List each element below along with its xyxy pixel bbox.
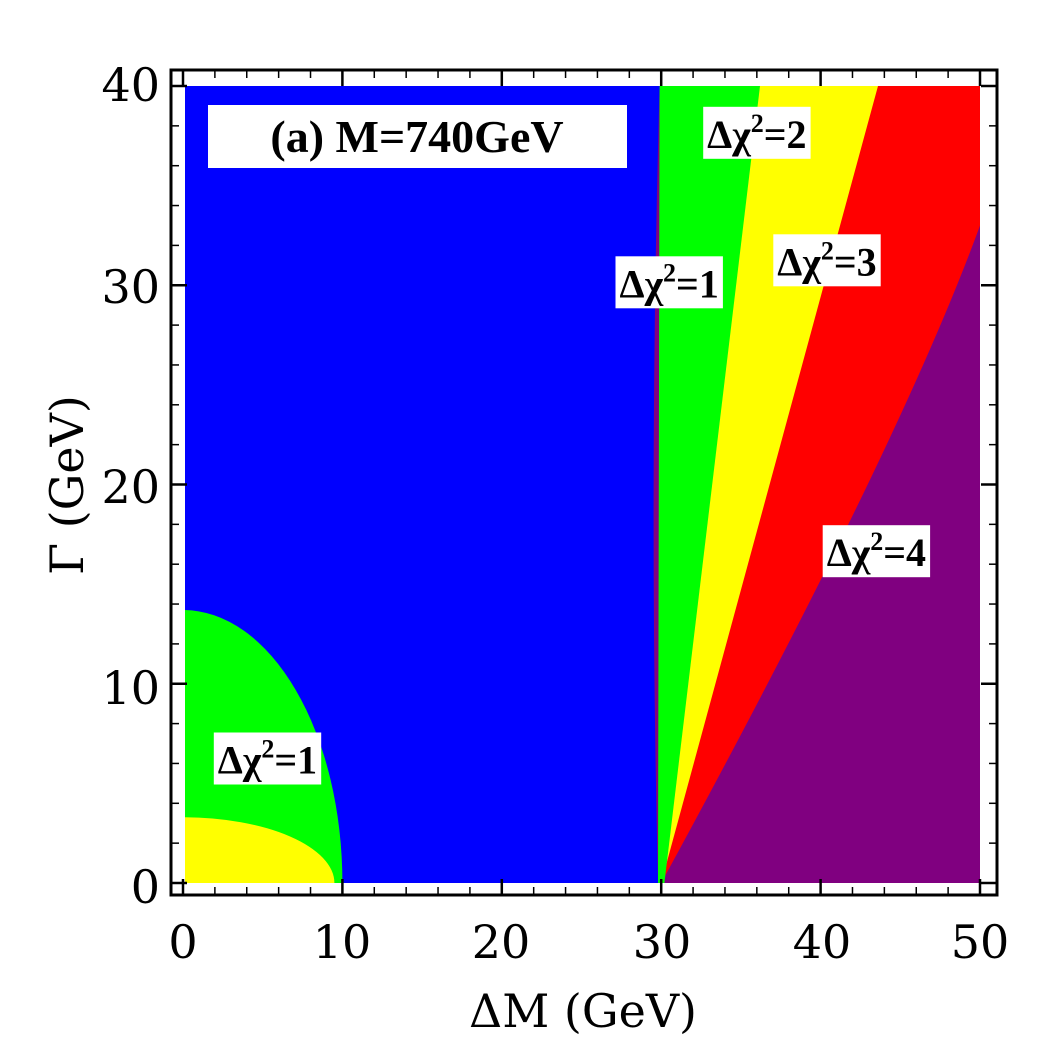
region-red	[661, 86, 980, 883]
contour-label-prefix: Δχ	[218, 737, 262, 782]
x-tick-label-20: 20	[472, 915, 531, 969]
contour-label-prefix: Δχ	[827, 530, 871, 575]
contour-label-suffix: =3	[834, 239, 877, 284]
contour-label-text: Δχ2=1	[218, 734, 317, 782]
y-tick-label-20: 20	[101, 460, 160, 514]
contour-label-prefix: Δχ	[619, 261, 663, 306]
contour-label-text: Δχ2=2	[707, 109, 806, 157]
contour-label-sup: 2	[821, 236, 834, 265]
contour-label-box	[615, 256, 723, 309]
contour-label-text: Δχ2=4	[827, 527, 926, 575]
x-tick-label-10: 10	[313, 915, 372, 969]
contour-label-prefix: Δχ	[707, 112, 751, 157]
contour-label-box	[822, 525, 931, 578]
y-axis-title: Γ (GeV)	[40, 395, 94, 575]
contour-label-text: Δχ2=3	[777, 236, 876, 284]
plot-frame	[169, 68, 999, 897]
y-tick-label-0: 0	[131, 860, 160, 914]
contour-label-sup: 2	[870, 527, 883, 556]
plot-title-box	[208, 105, 627, 168]
contour-label-box	[703, 106, 811, 159]
plot-title: (a) M=740GeV	[270, 111, 563, 162]
axis-ticks	[171, 70, 997, 895]
contour-label-sup: 2	[261, 734, 274, 763]
contour-label-3: Δχ2=4	[822, 525, 931, 578]
x-tick-label-30: 30	[633, 915, 692, 969]
contour-label-suffix: =4	[883, 530, 926, 575]
x-tick-label-50: 50	[951, 915, 1010, 969]
contour-regions	[185, 86, 980, 883]
x-tick-label-40: 40	[793, 915, 852, 969]
contour-label-suffix: =2	[764, 112, 807, 157]
contour-label-sup: 2	[663, 258, 676, 287]
contour-label-box	[213, 732, 322, 785]
contour-label-box	[773, 234, 881, 287]
region-corner-yellow	[185, 817, 335, 883]
contour-label-2: Δχ2=3	[773, 234, 881, 287]
contour-label-0: Δχ2=2	[703, 106, 811, 159]
contour-label-prefix: Δχ	[777, 239, 821, 284]
y-tick-label-30: 30	[101, 260, 160, 314]
contour-label-1: Δχ2=1	[615, 256, 723, 309]
contour-label-text: Δχ2=1	[619, 258, 718, 306]
y-tick-label-40: 40	[101, 58, 160, 112]
region-blue	[185, 86, 660, 883]
y-tick-label-10: 10	[101, 661, 160, 715]
contour-label-suffix: =1	[676, 261, 719, 306]
x-tick-label-0: 0	[168, 915, 197, 969]
contour-label-sup: 2	[751, 109, 764, 138]
contour-label-4: Δχ2=1	[213, 732, 322, 785]
contour-label-suffix: =1	[274, 737, 317, 782]
x-axis-title: ΔM (GeV)	[469, 984, 697, 1038]
